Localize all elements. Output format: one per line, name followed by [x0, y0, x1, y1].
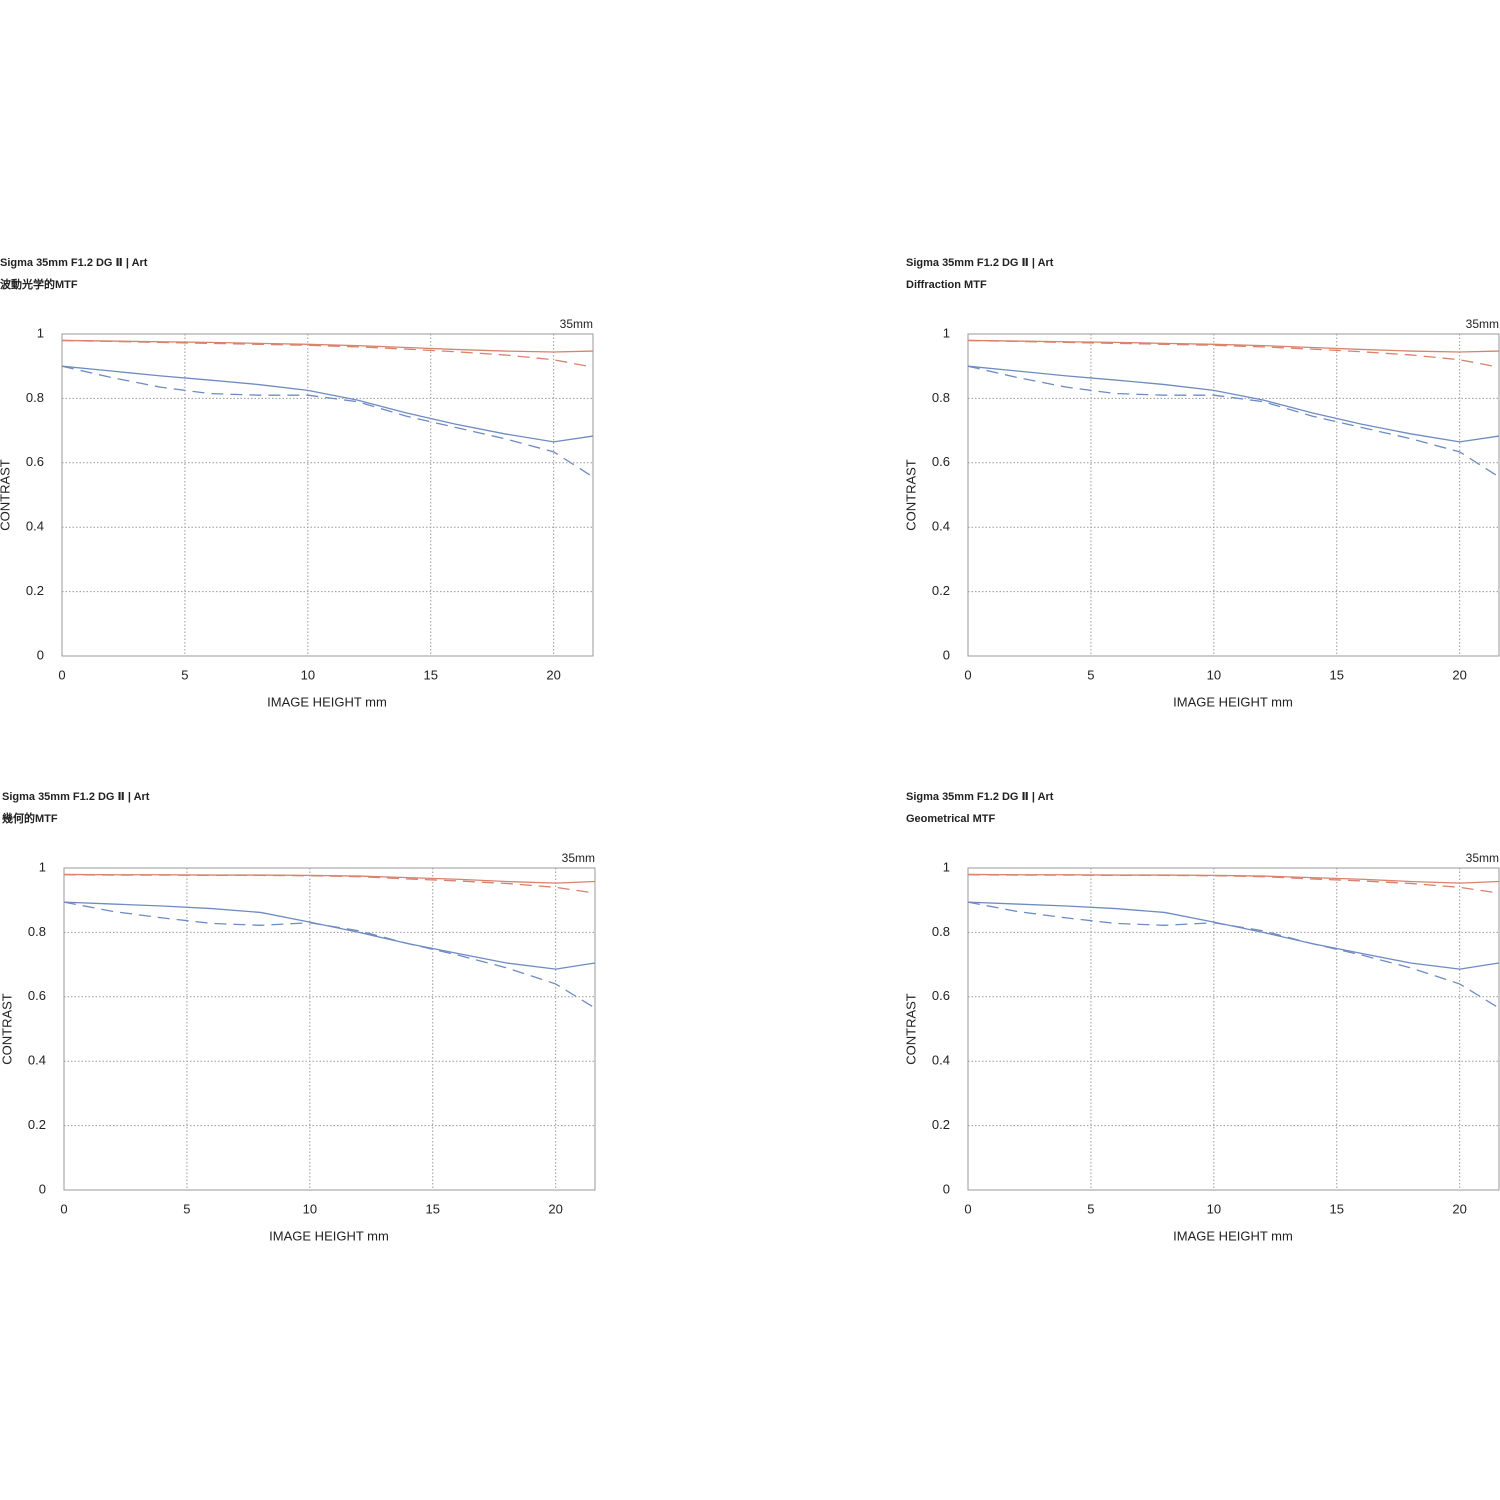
chart-subtitle: Diffraction MTF [906, 279, 987, 291]
x-tick-label: 20 [1452, 667, 1466, 682]
chart-subtitle: 幾何的MTF [2, 811, 58, 825]
y-tick-label: 0.6 [28, 988, 46, 1003]
x-tick-label: 15 [1330, 1201, 1344, 1216]
chart: Sigma 35mm F1.2 DG Ⅱ | Art 幾何的MTF 35mm CONT… [0, 791, 596, 1243]
mtf-line [967, 873, 1500, 884]
x-tick-label: 5 [181, 667, 188, 682]
plot-frame [61, 333, 594, 657]
mtf-line [63, 873, 596, 884]
x-tick-label: 10 [303, 1201, 317, 1216]
mtf-line [61, 339, 594, 368]
mtf-line [63, 901, 596, 1009]
annotation: 35mm [1466, 317, 1499, 331]
y-tick-label: 0 [37, 647, 44, 662]
mtf-line [61, 365, 594, 478]
y-tick-label: 0.8 [932, 390, 950, 405]
x-axis-label: IMAGE HEIGHT mm [1173, 694, 1293, 709]
y-axis-label: CONTRAST [903, 459, 918, 531]
x-tick-label: 10 [301, 667, 315, 682]
chart-subtitle: 波動光学的MTF [0, 277, 78, 291]
y-tick-label: 1 [943, 859, 950, 874]
y-tick-label: 0.4 [932, 519, 950, 534]
y-tick-label: 1 [39, 859, 46, 874]
y-tick-label: 0 [943, 1181, 950, 1196]
y-tick-label: 1 [37, 325, 44, 340]
y-tick-label: 0.8 [28, 924, 46, 939]
annotation: 35mm [1466, 851, 1499, 865]
annotation: 35mm [560, 317, 593, 331]
x-tick-label: 15 [1330, 667, 1344, 682]
x-tick-label: 0 [60, 1201, 67, 1216]
x-tick-label: 20 [1452, 1201, 1466, 1216]
x-tick-label: 10 [1207, 667, 1221, 682]
x-tick-label: 5 [1087, 667, 1094, 682]
x-tick-label: 5 [183, 1201, 190, 1216]
y-tick-label: 0.4 [932, 1053, 950, 1068]
y-tick-label: 0 [39, 1181, 46, 1196]
x-axis-label: IMAGE HEIGHT mm [269, 1228, 389, 1243]
chart-title: Sigma 35mm F1.2 DG Ⅱ | Art [2, 791, 150, 803]
chart-subtitle: Geometrical MTF [906, 813, 996, 825]
plot-frame [967, 867, 1500, 1191]
mtf-line [61, 339, 594, 353]
mtf-line [967, 339, 1500, 368]
mtf-line [61, 365, 594, 443]
x-tick-label: 0 [58, 667, 65, 682]
y-tick-label: 0 [943, 647, 950, 662]
plot-frame [63, 867, 596, 1191]
mtf-line [967, 901, 1500, 1009]
mtf-line [63, 874, 596, 894]
y-axis-label: CONTRAST [0, 993, 14, 1065]
x-tick-label: 15 [426, 1201, 440, 1216]
y-tick-label: 1 [943, 325, 950, 340]
mtf-line [967, 365, 1500, 443]
x-tick-label: 0 [964, 667, 971, 682]
y-axis-label: CONTRAST [903, 993, 918, 1065]
y-tick-label: 0.2 [932, 583, 950, 598]
y-axis-label: CONTRAST [0, 459, 12, 531]
plot-frame [967, 333, 1500, 657]
chart-title: Sigma 35mm F1.2 DG Ⅱ | Art [906, 257, 1054, 269]
chart: Sigma 35mm F1.2 DG Ⅱ | Art 波動光学的MTF 35mm CO… [0, 257, 594, 709]
x-axis-label: IMAGE HEIGHT mm [1173, 1228, 1293, 1243]
y-tick-label: 0.4 [28, 1053, 46, 1068]
mtf-line [63, 901, 596, 970]
chart: Sigma 35mm F1.2 DG Ⅱ | Art Diffraction MT… [903, 257, 1500, 709]
y-tick-label: 0.8 [26, 390, 44, 405]
mtf-line [967, 339, 1500, 353]
chart: Sigma 35mm F1.2 DG Ⅱ | Art Geometrical MT… [903, 791, 1500, 1243]
y-tick-label: 0.2 [26, 583, 44, 598]
y-tick-label: 0.8 [932, 924, 950, 939]
x-axis-label: IMAGE HEIGHT mm [267, 694, 387, 709]
annotation: 35mm [562, 851, 595, 865]
mtf-line [967, 901, 1500, 970]
x-tick-label: 20 [546, 667, 560, 682]
mtf-line [967, 874, 1500, 894]
y-tick-label: 0.4 [26, 519, 44, 534]
y-tick-label: 0.6 [26, 454, 44, 469]
x-tick-label: 20 [548, 1201, 562, 1216]
y-tick-label: 0.2 [932, 1117, 950, 1132]
y-tick-label: 0.6 [932, 988, 950, 1003]
x-tick-label: 5 [1087, 1201, 1094, 1216]
chart-title: Sigma 35mm F1.2 DG Ⅱ | Art [0, 257, 148, 269]
y-tick-label: 0.2 [28, 1117, 46, 1132]
x-tick-label: 15 [424, 667, 438, 682]
x-tick-label: 10 [1207, 1201, 1221, 1216]
y-tick-label: 0.6 [932, 454, 950, 469]
chart-title: Sigma 35mm F1.2 DG Ⅱ | Art [906, 791, 1054, 803]
mtf-line [967, 365, 1500, 478]
x-tick-label: 0 [964, 1201, 971, 1216]
